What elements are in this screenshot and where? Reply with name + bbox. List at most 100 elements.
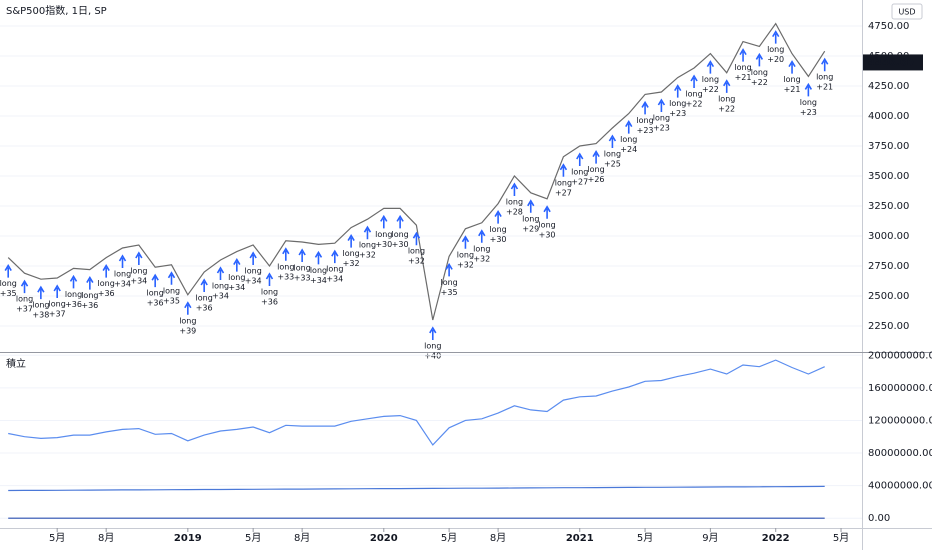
currency[interactable]: USD — [898, 8, 915, 17]
signal-label: long — [359, 241, 376, 250]
signal-arrow — [53, 284, 61, 298]
signal-label: long — [489, 225, 506, 234]
price-line — [7, 22, 826, 321]
y-tick-label: 0.00 — [868, 513, 890, 524]
y-tick-label: 2750.00 — [868, 261, 909, 272]
signal-count: +23 — [637, 126, 654, 135]
signal-count: +38 — [32, 311, 49, 320]
signal-label: long — [294, 263, 311, 272]
signal-arrow — [543, 205, 551, 219]
signal-arrow — [86, 276, 94, 290]
signal-count: +23 — [669, 109, 686, 118]
currency-box[interactable] — [891, 3, 923, 20]
y-tick-label: 3500.00 — [868, 171, 909, 182]
series-line — [8, 485, 825, 492]
signal-label: long — [506, 198, 523, 207]
signal-label: long — [130, 266, 147, 275]
signal-count: +22 — [686, 100, 703, 109]
signal-count: +34 — [228, 283, 245, 292]
signal-arrow — [412, 231, 421, 246]
signal-count: +30 — [375, 240, 392, 249]
signal-arrow — [37, 285, 45, 300]
signal-arrow — [118, 254, 127, 268]
signal-label: long — [669, 99, 686, 108]
y-tick-label: 3000.00 — [868, 231, 909, 242]
signal-label: long — [179, 316, 196, 325]
signal-arrow — [723, 79, 731, 93]
last-value-box — [863, 54, 923, 71]
signal-arrow — [314, 250, 323, 265]
signal-arrow — [788, 60, 796, 74]
signal-count: +25 — [604, 160, 621, 169]
signal-count: +24 — [620, 145, 637, 154]
signal-arrow — [641, 100, 649, 115]
signal-count: +29 — [522, 224, 539, 233]
signal-label: long — [620, 135, 637, 144]
signal-label: long — [571, 168, 588, 177]
series-line — [8, 359, 825, 446]
signal-arrow — [249, 251, 257, 265]
y-tick-label: 2500.00 — [868, 291, 909, 302]
signal-arrow — [576, 152, 584, 167]
signal-count: +32 — [359, 251, 376, 260]
signal-count: +36 — [98, 289, 115, 298]
signal-arrow — [200, 278, 208, 292]
signal-count: +34 — [245, 276, 262, 285]
signal-arrow — [4, 264, 12, 278]
signal-arrow — [233, 258, 241, 272]
signal-label: long — [228, 273, 245, 282]
x-tick-label: 5月 — [833, 532, 849, 544]
signal-arrow — [298, 248, 306, 262]
signal-arrow — [445, 262, 453, 277]
signal-arrow — [429, 326, 437, 340]
signal-label: long — [538, 220, 555, 229]
signal-label: long — [326, 265, 343, 274]
signal-arrow — [184, 301, 192, 315]
y-tick-label: 200000000.00 — [868, 350, 932, 361]
signal-label: long — [555, 178, 572, 187]
signal-arrow — [102, 264, 110, 278]
signal-label: long — [685, 90, 702, 99]
signal-count: +39 — [179, 326, 196, 335]
signal-label: long — [408, 247, 425, 256]
signal-label: long — [147, 289, 164, 298]
signal-label: long — [751, 68, 768, 77]
signal-count: +28 — [506, 208, 523, 217]
signal-arrow — [265, 272, 274, 286]
signal-arrow — [527, 199, 535, 213]
signal-arrow — [478, 229, 486, 243]
signal-arrow — [739, 48, 747, 62]
signal-arrow — [216, 266, 225, 280]
signal-count: +32 — [473, 254, 490, 263]
signal-label: long — [196, 293, 213, 302]
signal-count: +23 — [653, 124, 670, 133]
signal-label: long — [391, 230, 408, 239]
signal-count: +32 — [343, 259, 360, 268]
signal-arrow — [461, 235, 470, 249]
signal-label: long — [767, 45, 784, 54]
signal-arrow — [690, 74, 698, 89]
signal-label: long — [587, 165, 604, 174]
signal-label: long — [636, 116, 653, 125]
signal-arrow — [510, 182, 519, 196]
y-tick-label: 4750.00 — [868, 21, 909, 32]
signal-count: +34 — [130, 276, 147, 285]
signal-count: +36 — [81, 301, 98, 310]
x-tick-label: 2020 — [370, 533, 398, 544]
signal-count: +34 — [310, 276, 327, 285]
signal-label: long — [277, 262, 294, 271]
signal-label: long — [163, 286, 180, 295]
signal-count: +30 — [539, 230, 556, 239]
signal-label: long — [65, 290, 82, 299]
signal-count: +23 — [800, 108, 817, 117]
y-tick-label: 40000000.00 — [868, 481, 932, 492]
signal-arrow — [804, 82, 813, 97]
signal-arrow — [772, 30, 780, 44]
signal-arrow — [674, 84, 682, 98]
signal-count: +21 — [816, 83, 833, 92]
x-tick-label: 2022 — [762, 533, 790, 544]
signal-label: long — [32, 301, 49, 310]
signal-label: long — [342, 249, 359, 258]
y-tick-label: 4250.00 — [868, 81, 909, 92]
